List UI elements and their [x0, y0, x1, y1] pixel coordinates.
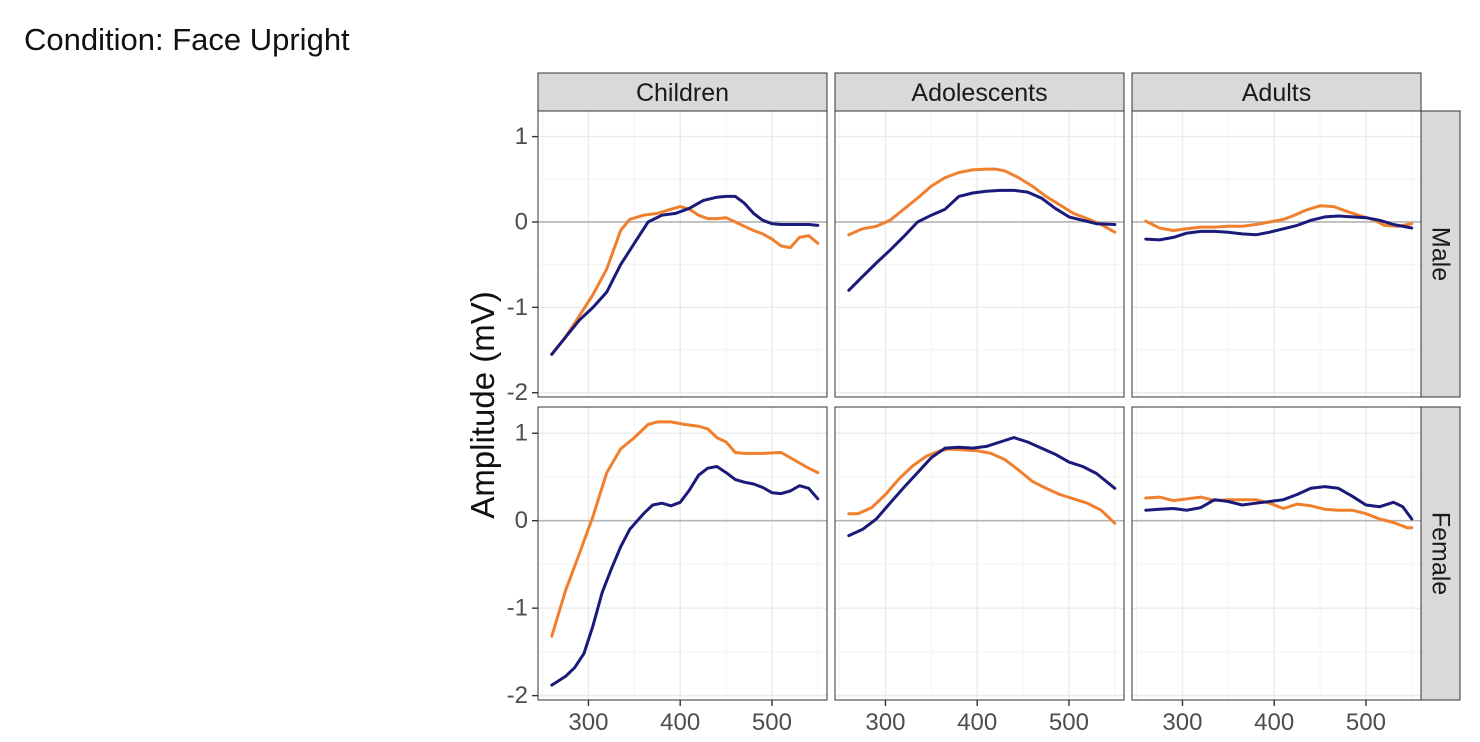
facet-strip-female: [1420, 406, 1461, 701]
panel-adolescents-male: [835, 111, 1124, 397]
y-tick-label: -2: [507, 682, 528, 709]
panel-border: [537, 406, 828, 701]
panel-background: [835, 407, 1124, 700]
series-line-orange-adults-female: [1144, 495, 1414, 530]
series-line-navy-children-female: [550, 465, 820, 687]
facet-strip-adolescents: [834, 72, 1125, 112]
series-line-orange-children-female: [550, 420, 820, 638]
facet-strip-children: [537, 72, 828, 112]
series-line-navy-children-male: [550, 194, 820, 356]
panel-border: [1131, 406, 1422, 701]
x-tick-label: 500: [1346, 709, 1386, 736]
facet-strip-adults: [1131, 72, 1422, 112]
y-tick-label: 0: [515, 208, 528, 235]
series-line-orange-adolescents-female: [847, 447, 1117, 525]
series-line-orange-children-male: [550, 205, 820, 356]
facet-label-adolescents: Adolescents: [911, 79, 1047, 107]
panel-background: [835, 111, 1124, 397]
x-tick-label: 500: [752, 709, 792, 736]
series-line-navy-adults-male: [1144, 214, 1414, 242]
panel-background: [538, 111, 827, 397]
panel-border: [834, 406, 1125, 701]
y-tick-label: -2: [507, 379, 528, 406]
facet-label-adults: Adults: [1242, 79, 1311, 107]
panel-border: [834, 110, 1125, 398]
panel-background: [1132, 111, 1421, 397]
panel-children-female: [538, 407, 827, 700]
series-line-navy-adolescents-female: [847, 436, 1117, 538]
panel-border: [1131, 110, 1422, 398]
x-tick-label: 400: [957, 709, 997, 736]
y-tick-label: -1: [507, 595, 528, 622]
series-line-orange-adolescents-male: [847, 167, 1117, 237]
panel-background: [1132, 407, 1421, 700]
facet-label-female: Female: [1427, 512, 1455, 595]
x-tick-label: 300: [1162, 709, 1202, 736]
condition-title: Condition: Face Upright: [24, 22, 350, 57]
panel-adults-female: [1132, 407, 1421, 700]
series-line-navy-adolescents-male: [847, 188, 1117, 292]
x-tick-label: 400: [1254, 709, 1294, 736]
panel-adults-male: [1132, 111, 1421, 397]
panel-border: [537, 110, 828, 398]
panel-children-male: [538, 111, 827, 397]
y-axis-title: Amplitude (mV): [464, 291, 501, 518]
series-line-navy-adults-female: [1144, 485, 1414, 521]
x-tick-label: 300: [865, 709, 905, 736]
x-tick-label: 300: [568, 709, 608, 736]
y-tick-label: -1: [507, 294, 528, 321]
facet-label-male: Male: [1427, 227, 1455, 281]
panel-adolescents-female: [835, 407, 1124, 700]
y-tick-label: 0: [515, 507, 528, 534]
x-tick-label: 400: [660, 709, 700, 736]
facet-label-children: Children: [636, 79, 729, 107]
x-tick-label: 500: [1049, 709, 1089, 736]
y-tick-label: 1: [515, 123, 528, 150]
y-tick-label: 1: [515, 420, 528, 447]
facet-strip-male: [1420, 110, 1461, 398]
